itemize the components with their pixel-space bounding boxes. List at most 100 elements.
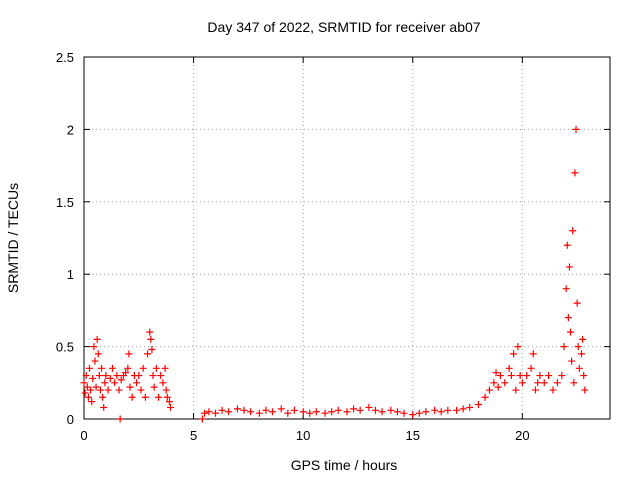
data-point	[124, 364, 132, 372]
data-point	[240, 406, 248, 414]
data-point	[125, 350, 133, 358]
data-point	[277, 405, 285, 413]
data-point	[117, 376, 125, 384]
data-point	[81, 389, 89, 397]
data-point	[139, 364, 147, 372]
data-point	[536, 372, 544, 380]
x-tick-label: 20	[515, 428, 529, 443]
data-point	[116, 415, 124, 423]
data-point	[453, 406, 461, 414]
data-point	[82, 372, 90, 380]
data-point	[225, 408, 233, 416]
data-point	[387, 406, 395, 414]
data-point	[371, 406, 379, 414]
data-point	[255, 409, 263, 417]
data-point	[149, 372, 157, 380]
data-point	[529, 350, 537, 358]
data-point	[510, 350, 518, 358]
data-point	[90, 343, 98, 351]
data-point	[518, 379, 526, 387]
data-point	[573, 299, 581, 307]
x-axis-label: GPS time / hours	[291, 457, 398, 473]
data-point	[144, 350, 152, 358]
data-point	[485, 386, 493, 394]
data-point	[284, 409, 292, 417]
data-point	[422, 408, 430, 416]
data-point	[233, 405, 241, 413]
data-point	[96, 386, 104, 394]
data-point	[108, 364, 116, 372]
data-point	[568, 357, 576, 365]
data-point	[494, 383, 502, 391]
data-point	[492, 369, 500, 377]
data-point	[523, 372, 531, 380]
data-point	[415, 409, 423, 417]
data-point	[437, 408, 445, 416]
data-point	[501, 379, 509, 387]
data-point	[218, 406, 226, 414]
data-point	[247, 408, 255, 416]
data-point	[98, 364, 106, 372]
y-tick-label: 1.5	[56, 195, 74, 210]
data-point	[84, 393, 92, 401]
data-point	[101, 379, 109, 387]
data-point	[540, 379, 548, 387]
data-point	[89, 374, 97, 382]
data-point	[505, 364, 513, 372]
data-point	[162, 386, 170, 394]
data-point	[475, 401, 482, 409]
data-point	[163, 393, 171, 401]
data-point	[581, 386, 589, 394]
y-tick-label: 0.5	[56, 340, 74, 355]
data-point	[466, 403, 474, 411]
data-point	[161, 364, 169, 372]
data-point	[431, 406, 439, 414]
data-point	[507, 372, 515, 380]
data-point	[562, 285, 570, 293]
data-point	[104, 386, 112, 394]
x-tick-label: 15	[406, 428, 420, 443]
data-point	[569, 227, 577, 235]
data-point	[122, 369, 130, 377]
data-point	[157, 372, 165, 380]
data-point	[99, 393, 107, 401]
data-point	[580, 372, 588, 380]
data-point	[106, 374, 114, 382]
data-point	[147, 335, 155, 343]
data-point	[444, 406, 452, 414]
data-point	[534, 379, 542, 387]
data-point	[87, 386, 95, 394]
data-point	[516, 372, 524, 380]
data-point	[126, 383, 134, 391]
data-point	[549, 386, 557, 394]
data-point	[409, 411, 417, 419]
data-point	[531, 386, 539, 394]
data-point	[328, 408, 336, 416]
data-point	[88, 398, 96, 406]
axis-ticks: 0 5 10 15 20 0 0.5 1 1.5 2 2.5	[56, 50, 610, 443]
data-point	[141, 393, 149, 401]
data-point	[490, 379, 498, 387]
data-point	[150, 383, 158, 391]
data-point	[165, 398, 173, 406]
data-point	[102, 372, 110, 380]
data-point	[306, 409, 314, 417]
data-point	[558, 372, 566, 380]
data-point	[146, 328, 154, 336]
data-point	[378, 408, 386, 416]
data-point	[514, 343, 522, 351]
data-point	[201, 409, 209, 417]
data-point	[167, 403, 175, 411]
data-point	[356, 406, 364, 414]
data-point	[567, 328, 575, 336]
data-point	[560, 343, 568, 351]
chart-title: Day 347 of 2022, SRMTID for receiver ab0…	[207, 19, 480, 35]
data-point	[299, 408, 307, 416]
y-tick-label: 1	[67, 267, 74, 282]
data-point	[159, 379, 167, 387]
data-point	[459, 405, 467, 413]
data-point	[133, 379, 141, 387]
data-point	[290, 406, 298, 414]
data-point	[400, 409, 408, 417]
data-point	[80, 379, 88, 387]
